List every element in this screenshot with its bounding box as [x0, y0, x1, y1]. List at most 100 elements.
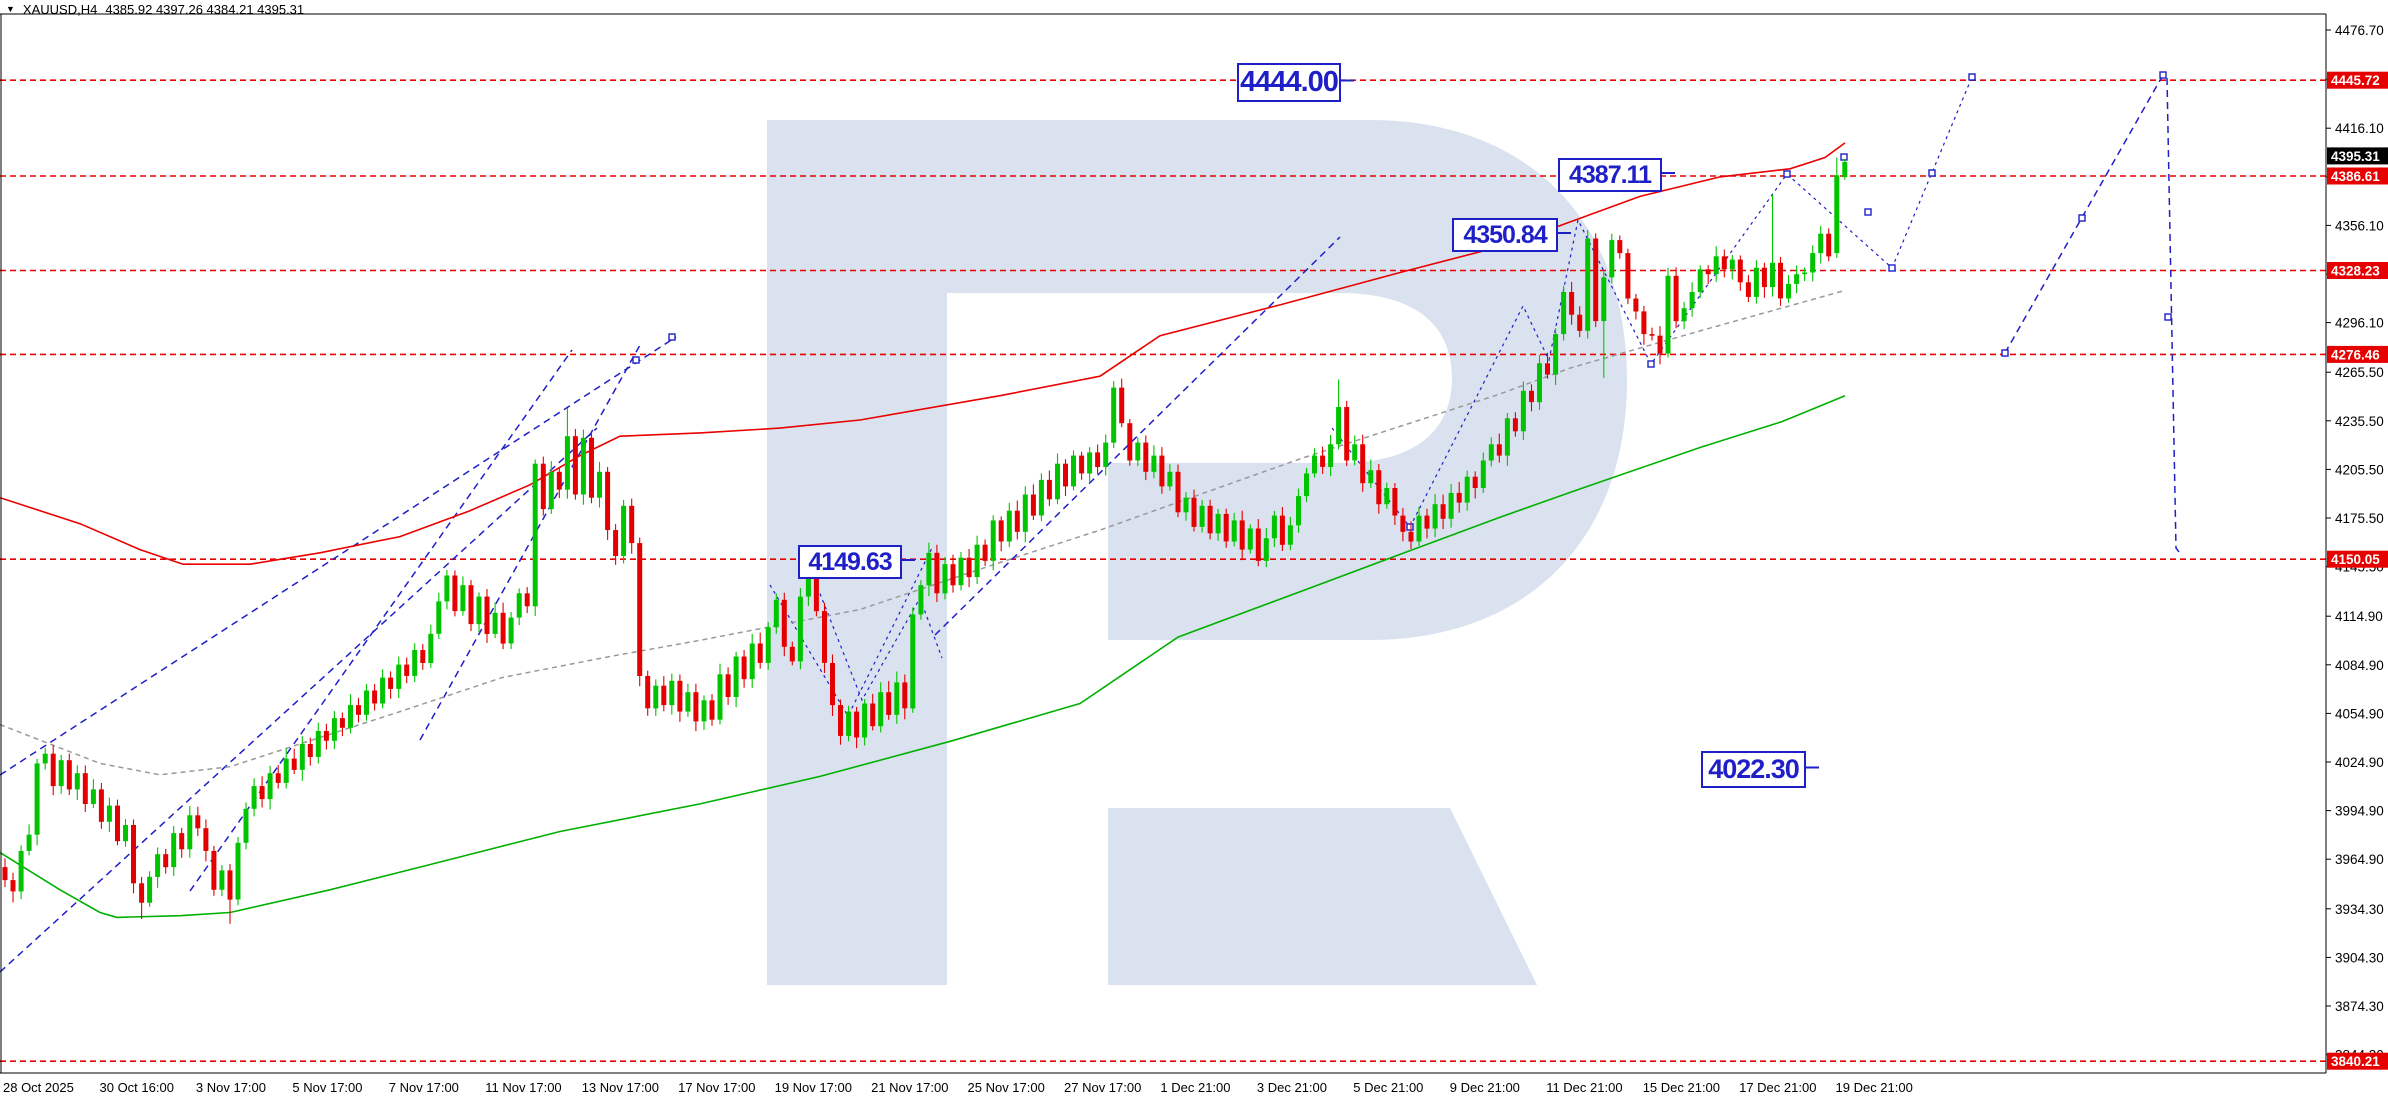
candle-body: [123, 825, 128, 842]
candle-body: [749, 643, 755, 680]
candle-body: [918, 585, 924, 615]
candle-body: [1786, 283, 1791, 299]
price-tick-label: 3904.30: [2335, 950, 2384, 965]
candle-body: [2, 867, 8, 881]
trendline-handle[interactable]: [1928, 169, 1936, 177]
candle-body: [243, 808, 249, 843]
wave-line[interactable]: [1331, 76, 1973, 529]
trendline-handle[interactable]: [1647, 360, 1655, 368]
trendline-handle[interactable]: [1888, 264, 1896, 272]
trendline[interactable]: [419, 344, 641, 741]
wave-line[interactable]: [769, 547, 933, 718]
candle-body: [307, 744, 313, 757]
candle-body: [163, 854, 169, 868]
date-label[interactable]: 1 Dec 21:00: [1160, 1080, 1230, 1095]
trendline-handle[interactable]: [1968, 73, 1976, 81]
candle-body: [508, 617, 514, 644]
candle-body: [476, 596, 482, 625]
price-tick-label: 4356.10: [2335, 218, 2384, 233]
candle-body: [1641, 311, 1647, 335]
price-annotation-4387[interactable]: 4387.11: [1558, 158, 1662, 192]
candle-body: [580, 437, 586, 495]
candle-body: [1183, 497, 1189, 513]
candle-body: [1095, 452, 1101, 467]
date-label[interactable]: 25 Nov 17:00: [968, 1080, 1045, 1095]
date-label[interactable]: 19 Nov 17:00: [775, 1080, 852, 1095]
level-price-badge: [2327, 167, 2388, 185]
price-annotation-4022[interactable]: 4022.30: [1701, 751, 1806, 788]
date-label[interactable]: 3 Dec 21:00: [1257, 1080, 1327, 1095]
date-label[interactable]: 28 Oct 2025: [3, 1080, 74, 1095]
date-label[interactable]: 21 Nov 17:00: [871, 1080, 948, 1095]
trendline-handle[interactable]: [1840, 153, 1848, 161]
candle-body: [661, 685, 667, 706]
price-annotation-4444[interactable]: 4444.00: [1237, 63, 1341, 102]
date-label[interactable]: 7 Nov 17:00: [389, 1080, 459, 1095]
trendline[interactable]: [2004, 74, 2164, 354]
candle-body: [1713, 256, 1719, 275]
trendline[interactable]: [0, 427, 598, 973]
date-label[interactable]: 5 Nov 17:00: [292, 1080, 362, 1095]
candle-body: [58, 760, 64, 787]
date-label[interactable]: 11 Nov 17:00: [485, 1080, 561, 1095]
candle-body: [251, 786, 257, 809]
watermark-shape: [767, 120, 1627, 640]
candle-body: [1231, 520, 1237, 542]
candle-body: [372, 690, 378, 704]
date-label[interactable]: 19 Dec 21:00: [1836, 1080, 1913, 1095]
trendline-handle[interactable]: [2159, 71, 2167, 79]
candle-body: [958, 557, 964, 586]
candle-body: [1022, 494, 1028, 532]
date-label[interactable]: 15 Dec 21:00: [1643, 1080, 1720, 1095]
candle-body: [227, 870, 233, 900]
candle-body: [1529, 390, 1534, 403]
candle-body: [886, 692, 892, 715]
trendline[interactable]: [0, 336, 677, 776]
trendline[interactable]: [934, 236, 1341, 636]
trendline-handle[interactable]: [1406, 523, 1414, 531]
date-label[interactable]: 11 Dec 21:00: [1546, 1080, 1622, 1095]
candle-body: [693, 692, 699, 722]
red-ma-line: [0, 142, 1846, 566]
candle-body: [830, 663, 835, 706]
ohlc-readout: 4385.92 4397.26 4384.21 4395.31: [105, 1, 305, 17]
price-annotation-4350[interactable]: 4350.84: [1452, 218, 1558, 252]
level-price-badge-label: 3840.21: [2331, 1054, 2380, 1069]
candle-body: [1336, 407, 1342, 445]
date-label[interactable]: 3 Nov 17:00: [196, 1080, 266, 1095]
candle-body: [685, 692, 691, 712]
candle-body: [813, 564, 819, 612]
candle-body: [789, 646, 795, 662]
trendline[interactable]: [2166, 77, 2183, 557]
candle-body: [1063, 463, 1068, 487]
date-label[interactable]: 5 Dec 21:00: [1353, 1080, 1423, 1095]
date-label[interactable]: 13 Nov 17:00: [582, 1080, 659, 1095]
symbol-dropdown-icon[interactable]: ▼: [6, 3, 15, 14]
trendline-handle[interactable]: [668, 333, 676, 341]
date-label[interactable]: 30 Oct 16:00: [100, 1080, 174, 1095]
date-label[interactable]: 27 Nov 17:00: [1064, 1080, 1141, 1095]
candle-body: [1320, 455, 1326, 467]
trendline-handle[interactable]: [2164, 313, 2172, 321]
candle-body: [1545, 363, 1550, 375]
date-label[interactable]: 9 Dec 21:00: [1450, 1080, 1520, 1095]
trendline-handle[interactable]: [2078, 214, 2086, 222]
candle-body: [854, 711, 860, 738]
price-tick-label: 4205.50: [2335, 462, 2384, 477]
trendline-handle[interactable]: [1783, 170, 1791, 178]
date-label[interactable]: 17 Dec 21:00: [1739, 1080, 1816, 1095]
candle-body: [131, 825, 136, 884]
candle-body: [404, 664, 410, 676]
trendline-handle[interactable]: [632, 356, 640, 364]
current-price-badge: [2327, 147, 2388, 165]
date-label[interactable]: 17 Nov 17:00: [678, 1080, 755, 1095]
candle-body: [1111, 387, 1117, 443]
candle-body: [1464, 476, 1470, 503]
candle-body: [1504, 418, 1510, 456]
candle-body: [1537, 363, 1542, 403]
price-annotation-4149[interactable]: 4149.63: [798, 545, 902, 579]
trendline-handle[interactable]: [1864, 208, 1872, 216]
trendline-handle[interactable]: [2001, 349, 2009, 357]
candle-body: [1119, 387, 1125, 424]
